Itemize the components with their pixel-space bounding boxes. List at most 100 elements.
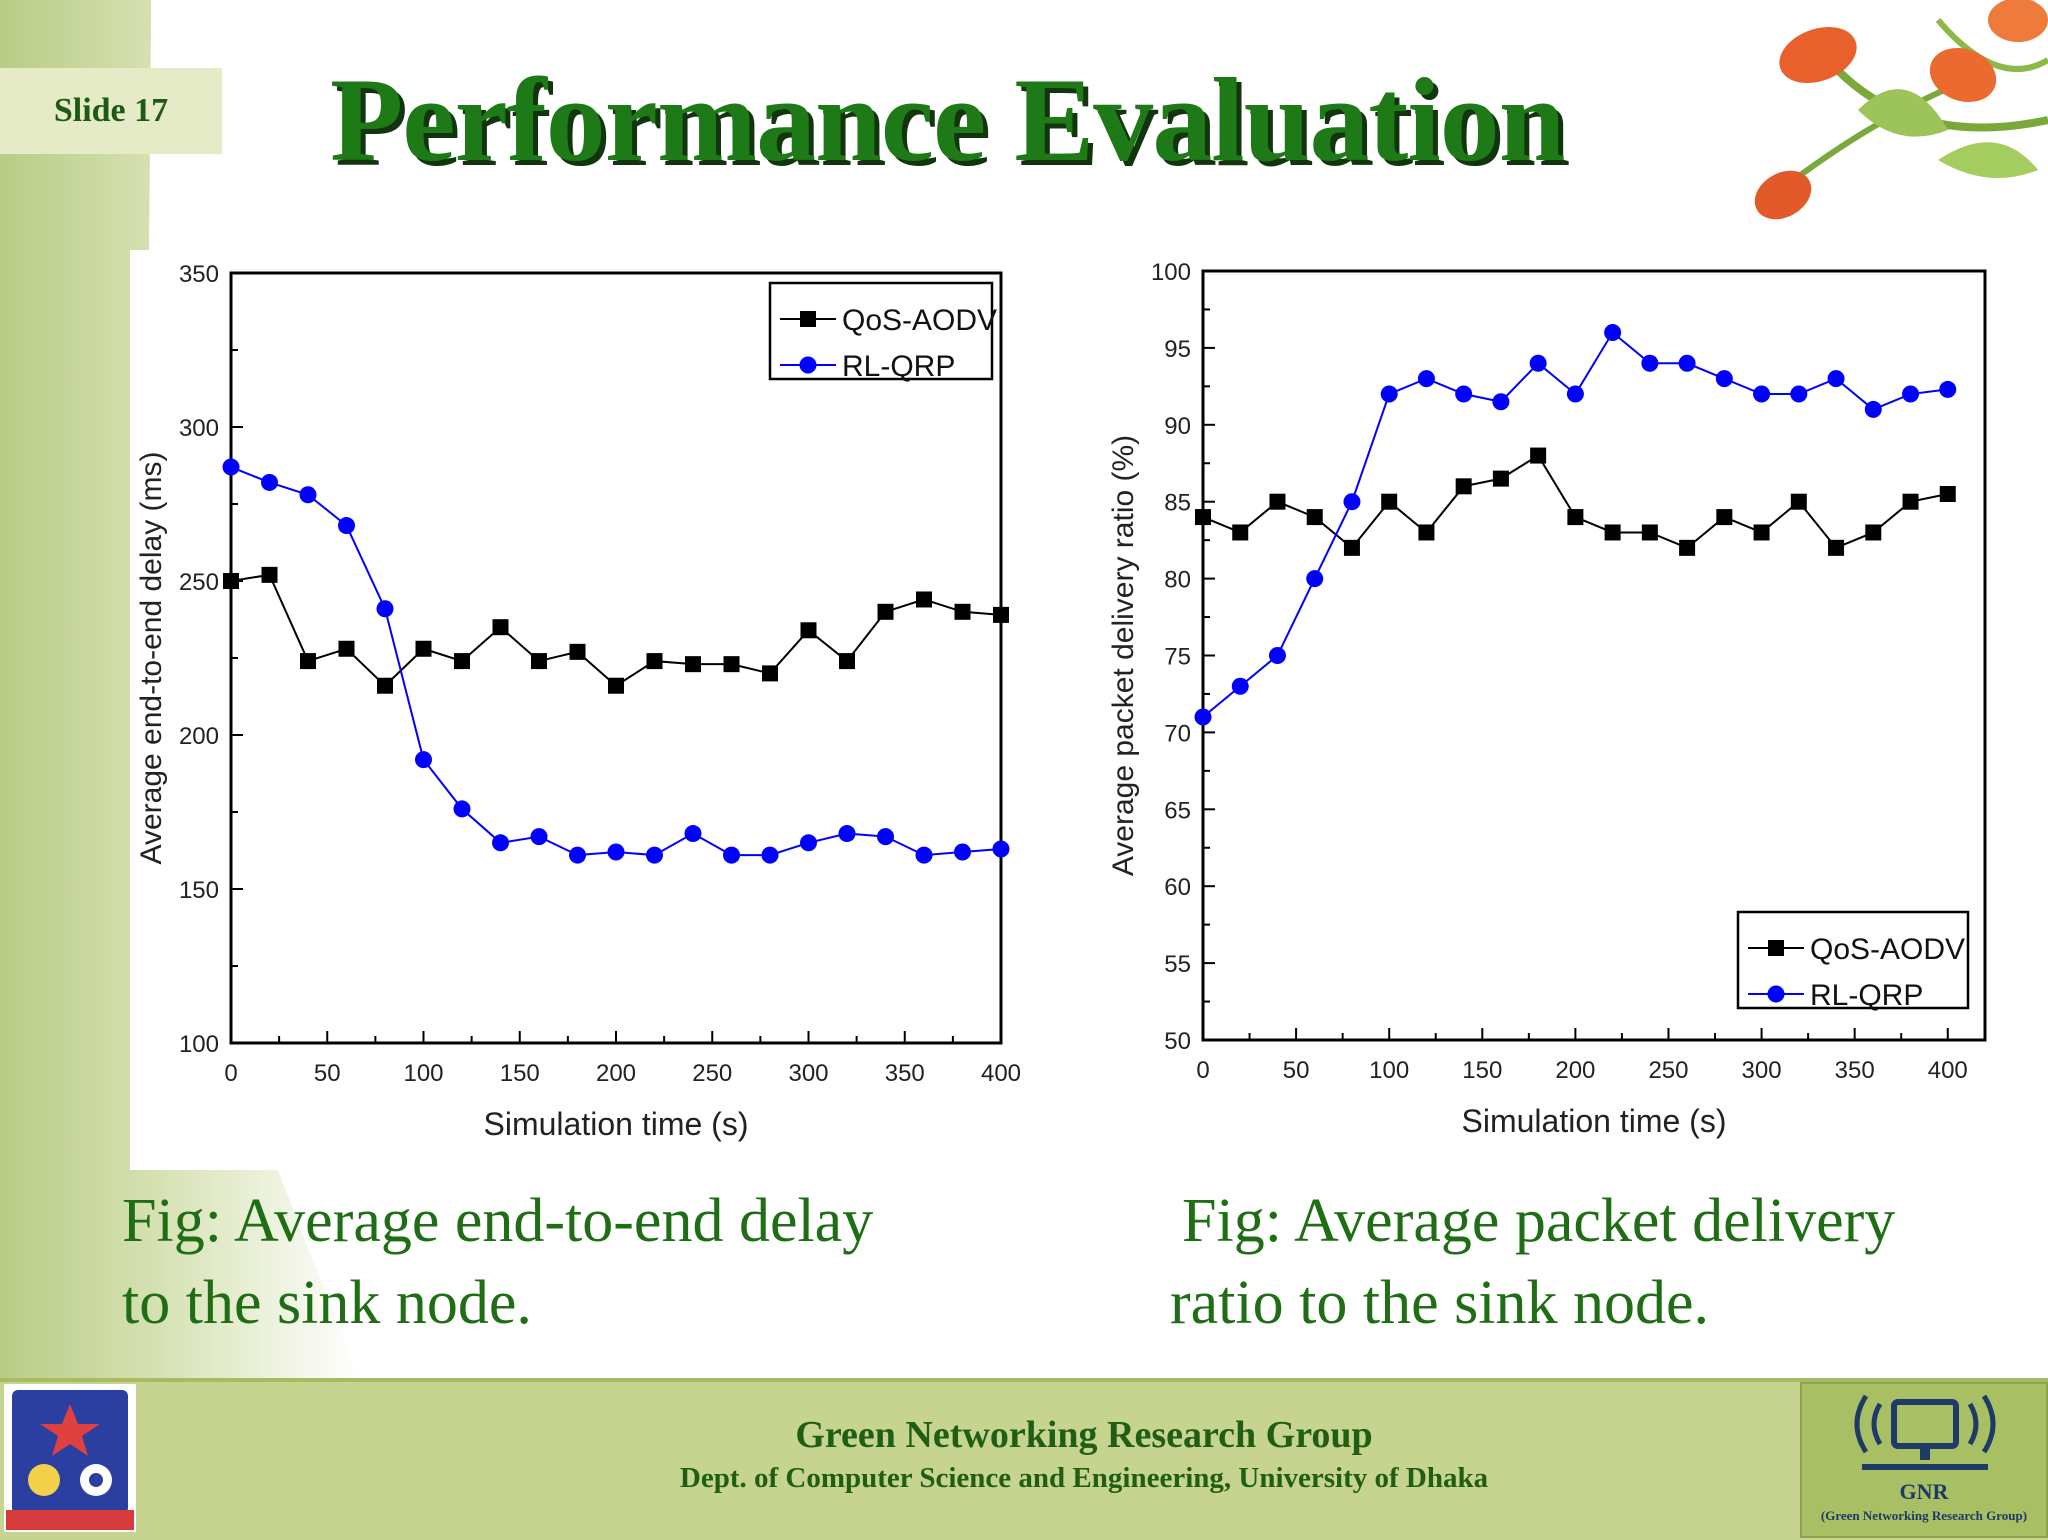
- y-axis-label: Average packet delivery ratio (%): [1107, 435, 1140, 876]
- x-tick-label: 250: [1648, 1057, 1688, 1084]
- y-tick-label: 100: [1151, 259, 1191, 286]
- footer-bar: [0, 1378, 2048, 1540]
- data-point: [1567, 509, 1584, 526]
- data-point: [223, 573, 239, 589]
- x-tick-label: 0: [224, 1060, 237, 1087]
- slide-title: Performance Evaluation: [330, 53, 1565, 186]
- data-point: [261, 473, 278, 491]
- data-point: [1306, 509, 1323, 526]
- data-point: [377, 677, 393, 694]
- data-point: [838, 825, 856, 843]
- legend-marker: [799, 356, 817, 374]
- data-point: [1455, 385, 1473, 403]
- x-tick-label: 250: [692, 1060, 732, 1087]
- data-point: [723, 846, 740, 864]
- data-point: [1381, 493, 1398, 510]
- x-tick-label: 350: [885, 1060, 925, 1087]
- data-point: [1343, 539, 1360, 556]
- data-point: [415, 751, 432, 769]
- data-point: [1790, 385, 1808, 403]
- data-point: [1306, 570, 1324, 588]
- data-point: [607, 843, 625, 861]
- data-point: [1269, 493, 1286, 510]
- data-point: [1716, 509, 1733, 526]
- data-point: [954, 603, 971, 620]
- data-point: [723, 656, 740, 673]
- y-tick-label: 60: [1164, 874, 1191, 901]
- data-point: [1343, 493, 1361, 511]
- right-caption-line-2: ratio to the sink node.: [1170, 1269, 1709, 1337]
- legend-label: QoS-AODV: [1810, 933, 1965, 966]
- x-tick-label: 150: [1462, 1057, 1502, 1084]
- x-tick-label: 300: [788, 1060, 828, 1087]
- x-tick-label: 350: [1835, 1057, 1875, 1084]
- data-point: [839, 653, 855, 670]
- data-point: [222, 458, 240, 476]
- data-point: [338, 517, 355, 535]
- data-point: [415, 640, 432, 657]
- data-point: [993, 606, 1009, 623]
- data-point: [492, 619, 509, 636]
- data-point: [1455, 478, 1472, 495]
- y-tick-label: 85: [1164, 490, 1191, 517]
- data-point: [1753, 385, 1771, 403]
- x-tick-label: 50: [1283, 1057, 1310, 1084]
- data-point: [1231, 677, 1249, 695]
- x-tick-label: 0: [1196, 1057, 1209, 1084]
- y-tick-label: 350: [179, 261, 219, 288]
- data-point: [915, 846, 933, 864]
- data-point: [1268, 647, 1286, 664]
- data-point: [1641, 524, 1658, 541]
- y-tick-label: 90: [1164, 413, 1191, 440]
- y-tick-label: 200: [179, 723, 219, 750]
- data-point: [1827, 370, 1845, 388]
- footer-group-name: Green Networking Research Group: [795, 1414, 1373, 1456]
- data-point: [916, 591, 932, 608]
- x-axis-label: Simulation time (s): [1462, 1103, 1727, 1139]
- slide-number-label: Slide 17: [0, 68, 222, 154]
- data-point: [1195, 509, 1211, 526]
- data-point: [1529, 354, 1547, 372]
- x-tick-label: 150: [500, 1060, 540, 1087]
- data-point: [646, 846, 663, 864]
- y-tick-label: 150: [179, 877, 219, 904]
- data-point: [1232, 524, 1249, 541]
- x-axis-label: Simulation time (s): [484, 1106, 749, 1142]
- data-point: [376, 600, 394, 618]
- data-point: [1417, 370, 1435, 388]
- gnr-logo-text: GNR (Green Networking Research Group): [1800, 1480, 2048, 1528]
- data-point: [1864, 400, 1882, 418]
- data-point: [1194, 708, 1212, 726]
- y-tick-label: 75: [1164, 644, 1191, 671]
- data-point: [1939, 380, 1957, 398]
- y-tick-label: 70: [1164, 720, 1191, 747]
- x-tick-label: 300: [1742, 1057, 1782, 1084]
- x-tick-label: 100: [1369, 1057, 1409, 1084]
- data-point: [685, 656, 701, 673]
- legend-marker: [800, 311, 816, 327]
- data-point: [1939, 486, 1956, 503]
- data-point: [1418, 524, 1435, 541]
- legend-marker: [1767, 985, 1785, 1003]
- data-point: [1790, 493, 1807, 510]
- data-point: [762, 665, 778, 682]
- series-line-qos-aodv: [1202, 454, 1948, 550]
- data-point: [954, 843, 971, 861]
- data-point: [1715, 370, 1733, 388]
- data-point: [608, 677, 624, 694]
- data-point: [1492, 393, 1510, 411]
- legend-label: RL-QRP: [1810, 979, 1923, 1012]
- gnr-logo-icon: [1800, 1382, 2048, 1538]
- y-tick-label: 250: [179, 569, 219, 596]
- x-tick-label: 200: [1555, 1057, 1595, 1084]
- data-point: [1492, 470, 1509, 487]
- data-point: [1902, 493, 1919, 510]
- data-point: [492, 834, 509, 852]
- legend-marker: [1768, 940, 1784, 956]
- data-point: [531, 653, 547, 670]
- data-point: [761, 846, 779, 864]
- data-point: [1902, 385, 1920, 403]
- data-point: [1566, 385, 1584, 403]
- data-point: [877, 603, 894, 620]
- y-tick-label: 95: [1164, 336, 1191, 363]
